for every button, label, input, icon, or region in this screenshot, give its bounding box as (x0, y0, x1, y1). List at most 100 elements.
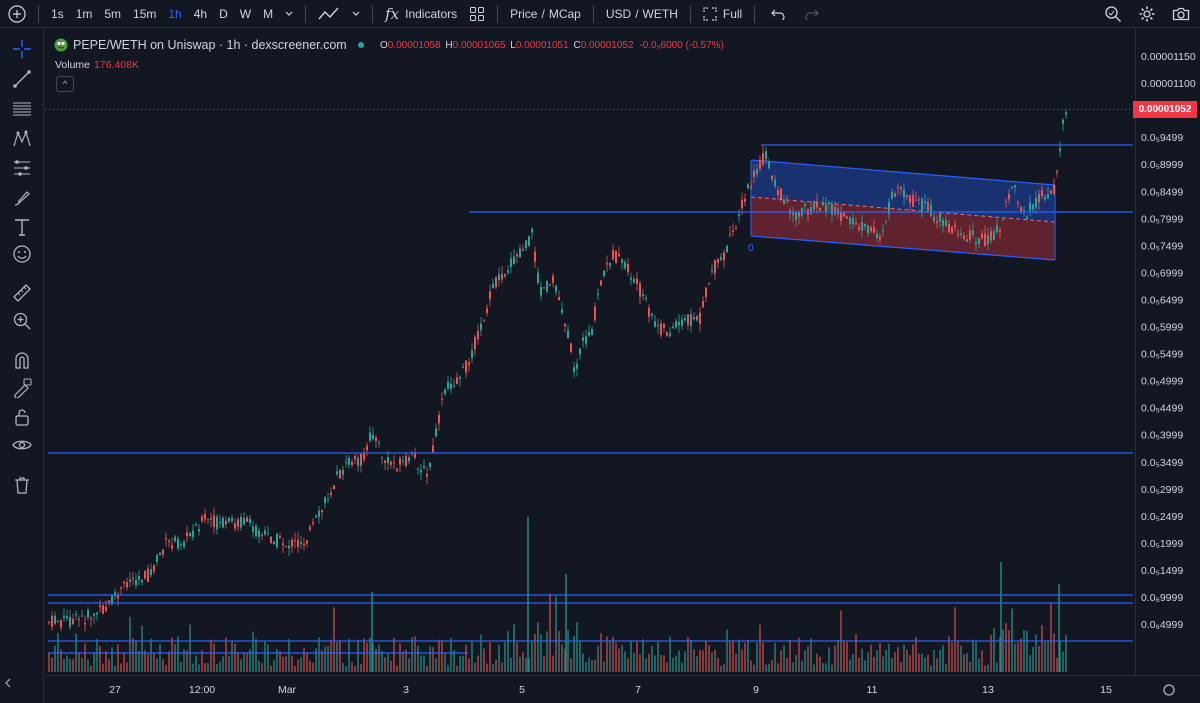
drawing-toolbar (0, 29, 44, 703)
screenshot-button[interactable] (1164, 0, 1200, 28)
currency-toggle[interactable]: USD / WETH (600, 0, 684, 28)
grid-icon (470, 6, 485, 21)
timeframe-w[interactable]: W (239, 6, 252, 21)
candle-body (795, 211, 797, 220)
candle-body (117, 594, 119, 599)
timeframe-15m[interactable]: 15m (133, 6, 157, 21)
volume-bar (363, 638, 365, 672)
candle-body (750, 186, 752, 189)
candle-body (138, 575, 140, 580)
volume-bar (171, 637, 173, 672)
candle-body (183, 541, 185, 547)
search-button[interactable] (1096, 0, 1130, 28)
function-icon: 𝑓x (385, 4, 400, 23)
price-tick-label: 0.0₅9499 (1141, 132, 1183, 144)
fib-tool[interactable] (11, 98, 33, 120)
price-mcap-toggle[interactable]: Price / MCap (504, 0, 587, 28)
candle-body (399, 458, 401, 465)
text-tool[interactable] (11, 216, 33, 238)
add-symbol-button[interactable] (0, 0, 32, 28)
toolbar-collapse-button[interactable] (2, 672, 14, 694)
candle-body (798, 212, 800, 217)
volume-bar (480, 634, 482, 672)
time-axis[interactable]: 27 12:00 Mar 3 5 7 9 11 13 15 (109, 684, 1112, 696)
timeframe-d[interactable]: D (219, 6, 228, 21)
line-chart-icon (318, 7, 339, 19)
chart-canvas[interactable]: 0.000011500.000011000.0₅99990.0₅94990.0₅… (45, 29, 1200, 703)
volume-bar (762, 642, 764, 672)
volume-bar (531, 641, 533, 672)
candle-body (804, 203, 806, 207)
candle-body (948, 223, 950, 233)
trendline-tool[interactable] (11, 68, 33, 90)
volume-bar (1002, 629, 1004, 672)
horizontal-lines[interactable] (48, 144, 1133, 654)
volume-bar (183, 649, 185, 672)
remove-drawings-tool[interactable] (11, 474, 33, 496)
volume-bar (693, 649, 695, 672)
ruler-tool[interactable] (11, 282, 33, 304)
lock-drawings-tool[interactable] (11, 377, 33, 399)
candle-body (828, 202, 830, 205)
brush-tool[interactable] (11, 187, 33, 209)
chart-type-dropdown-button[interactable] (346, 0, 366, 28)
timeframe-1h[interactable]: 1h (168, 6, 182, 21)
volume-bar (867, 652, 869, 672)
emoji-tool[interactable] (11, 243, 33, 265)
candle-body (147, 568, 149, 582)
candle-body (72, 619, 74, 625)
volume-bar (690, 639, 692, 672)
prediction-tool[interactable] (11, 157, 33, 179)
volume-bar (585, 661, 587, 672)
settings-button[interactable] (1130, 0, 1164, 28)
candle-body (831, 204, 833, 215)
undo-button[interactable] (761, 0, 795, 28)
pattern-tool[interactable] (11, 128, 33, 150)
indicators-button[interactable]: 𝑓x Indicators (379, 0, 463, 28)
volume-bar (942, 645, 944, 672)
candle-body (126, 582, 128, 588)
volume-bar (876, 649, 878, 672)
hide-drawings-tool[interactable] (11, 434, 33, 456)
volume-bar (657, 641, 659, 672)
crosshair-tool[interactable] (11, 38, 33, 60)
channel-drawing[interactable] (750, 159, 1056, 261)
redo-button[interactable] (795, 0, 829, 28)
symbol-title[interactable]: PEPE/WETH on Uniswap · 1h · dexscreener.… (73, 38, 347, 52)
volume-bar (621, 644, 623, 672)
price-tick-label: 0.0₅7499 (1141, 240, 1183, 252)
legend-collapse-button[interactable]: ^ (56, 76, 74, 92)
undo-icon (771, 9, 785, 20)
lock-all-tool[interactable] (11, 406, 33, 428)
channel-bottom-line[interactable] (750, 235, 1056, 261)
volume-bar (552, 655, 554, 672)
channel-top-line[interactable] (750, 159, 1056, 186)
volume-bar (663, 655, 665, 672)
timeframe-1s[interactable]: 1s (51, 6, 64, 21)
fullscreen-button[interactable]: Full (697, 0, 748, 28)
candle-body (579, 348, 581, 355)
candle-body (540, 287, 542, 296)
volume-bar (462, 655, 464, 672)
timeframe-1m[interactable]: 1m (75, 6, 93, 21)
chevron-down-icon (285, 11, 293, 16)
candle-body (969, 230, 971, 240)
chart-pane[interactable]: 0.000011500.000011000.0₅99990.0₅94990.0₅… (45, 29, 1200, 703)
magnet-tool[interactable] (11, 349, 33, 371)
timeframe-m[interactable]: M (263, 6, 274, 21)
timeframe-dropdown-button[interactable] (279, 0, 299, 28)
candle-body (168, 540, 170, 542)
timeframe-5m[interactable]: 5m (104, 6, 122, 21)
chart-type-button[interactable] (312, 0, 346, 28)
layouts-button[interactable] (463, 0, 491, 28)
axis-settings-button[interactable] (1163, 684, 1175, 696)
price-tick-label: 0.0₅2499 (1141, 511, 1183, 523)
zoom-tool[interactable] (11, 310, 33, 332)
candle-body (354, 456, 356, 460)
timeframe-4h[interactable]: 4h (193, 6, 208, 21)
candle-body (333, 485, 335, 490)
eye-icon (12, 440, 32, 450)
price-tick-label: 0.0₅4499 (1141, 403, 1183, 415)
volume-bar (150, 638, 152, 672)
price-axis[interactable]: 0.000011500.000011000.0₅99990.0₅94990.0₅… (1141, 51, 1196, 631)
